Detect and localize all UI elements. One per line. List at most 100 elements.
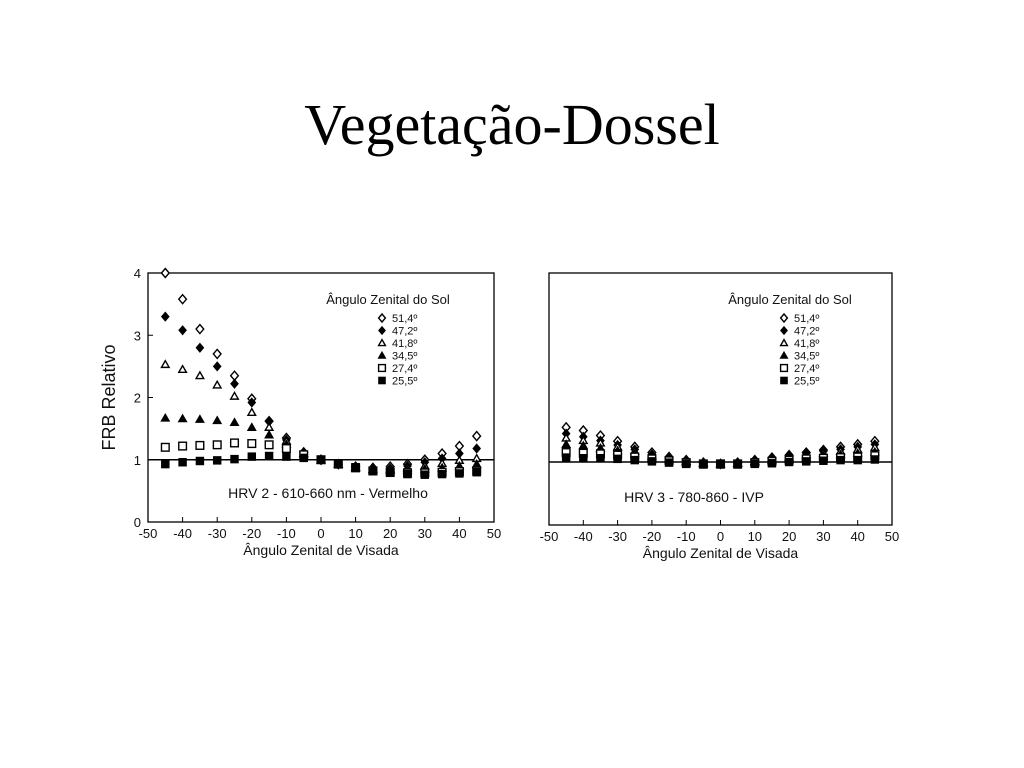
data-point-2 bbox=[230, 378, 239, 389]
data-point-6 bbox=[368, 466, 378, 476]
data-point-3 bbox=[177, 364, 188, 374]
data-point-6 bbox=[385, 468, 395, 478]
data-point-5 bbox=[247, 439, 257, 449]
data-point-4 bbox=[561, 439, 572, 448]
legend-item-label: 47,2º bbox=[392, 326, 417, 338]
x-tick-label: 30 bbox=[816, 529, 830, 544]
legend-marker bbox=[377, 338, 387, 347]
data-point-2 bbox=[178, 325, 187, 336]
data-point-6 bbox=[195, 456, 205, 466]
data-point-6 bbox=[750, 459, 760, 469]
x-axis-label: Ângulo Zenital de Visada bbox=[243, 542, 399, 558]
data-point-4 bbox=[177, 413, 188, 423]
data-point-6 bbox=[870, 455, 880, 464]
data-point-5 bbox=[229, 438, 240, 448]
data-point-5 bbox=[160, 442, 170, 452]
legend-marker bbox=[378, 376, 386, 385]
data-point-1 bbox=[195, 323, 205, 335]
data-point-6 bbox=[664, 458, 674, 467]
y-tick-label: 4 bbox=[134, 266, 141, 281]
x-tick-label: -40 bbox=[574, 529, 593, 544]
data-point-6 bbox=[647, 457, 657, 466]
data-point-6 bbox=[630, 455, 639, 465]
data-point-6 bbox=[802, 457, 811, 466]
data-point-6 bbox=[282, 452, 291, 461]
data-point-4 bbox=[194, 414, 205, 423]
legend-marker bbox=[377, 363, 387, 373]
chart-annotation: HRV 3 - 780-860 - IVP bbox=[624, 489, 764, 505]
x-tick-label: -20 bbox=[643, 529, 662, 544]
data-point-6 bbox=[455, 469, 464, 478]
x-tick-label: -10 bbox=[677, 529, 696, 544]
data-point-4 bbox=[264, 429, 275, 439]
x-tick-label: 20 bbox=[383, 526, 397, 541]
legend-item-label: 34,5º bbox=[794, 351, 819, 363]
data-point-5 bbox=[178, 441, 188, 451]
legend-marker bbox=[779, 338, 789, 347]
y-tick-label: 0 bbox=[134, 515, 141, 530]
legend-item-label: 27,4º bbox=[392, 363, 417, 375]
x-tick-label: 50 bbox=[885, 529, 899, 544]
legend-marker bbox=[780, 325, 788, 336]
data-point-5 bbox=[281, 444, 291, 454]
x-tick-label: 40 bbox=[452, 526, 466, 541]
data-point-6 bbox=[699, 460, 708, 469]
y-tick-label: 2 bbox=[134, 391, 141, 406]
legend-marker bbox=[779, 312, 789, 324]
data-point-6 bbox=[420, 470, 430, 479]
data-point-6 bbox=[334, 459, 343, 468]
x-tick-label: -30 bbox=[208, 526, 227, 541]
data-point-6 bbox=[733, 460, 742, 469]
legend-marker bbox=[377, 312, 387, 324]
data-point-6 bbox=[681, 459, 691, 469]
x-tick-label: 40 bbox=[850, 529, 864, 544]
legend-item-label: 51,4º bbox=[794, 313, 819, 325]
x-tick-label: 20 bbox=[782, 529, 796, 544]
legend-item-label: 51,4º bbox=[392, 313, 417, 325]
data-point-6 bbox=[178, 458, 187, 467]
data-point-6 bbox=[212, 456, 222, 465]
data-point-2 bbox=[472, 443, 482, 454]
plot-frame bbox=[548, 272, 893, 526]
data-point-6 bbox=[716, 460, 725, 469]
data-point-5 bbox=[195, 440, 205, 450]
data-point-3 bbox=[194, 370, 205, 380]
data-point-4 bbox=[246, 422, 257, 431]
data-point-6 bbox=[561, 453, 571, 462]
data-point-3 bbox=[264, 422, 275, 431]
data-point-3 bbox=[160, 359, 171, 369]
data-point-1 bbox=[160, 267, 171, 279]
legend-title: Ângulo Zenital do Sol bbox=[326, 292, 450, 307]
data-point-1 bbox=[177, 293, 188, 305]
x-axis-label: Ângulo Zenital de Visada bbox=[643, 545, 799, 561]
data-point-6 bbox=[819, 456, 828, 465]
data-point-6 bbox=[161, 459, 170, 469]
right-scatter-chart: -50 -40 -30 -20 -10 0 10 20 30 40 50 Ângulo Zenital… bbox=[540, 272, 899, 561]
data-point-4 bbox=[160, 412, 171, 422]
data-point-6 bbox=[596, 453, 605, 463]
data-point-6 bbox=[351, 462, 360, 472]
data-point-4 bbox=[212, 415, 223, 425]
data-point-6 bbox=[247, 452, 257, 461]
data-point-6 bbox=[264, 451, 274, 461]
data-point-1 bbox=[212, 348, 222, 360]
x-tick-label: -40 bbox=[173, 526, 192, 541]
data-point-6 bbox=[784, 457, 794, 467]
data-point-6 bbox=[853, 455, 862, 465]
legend-title: Ângulo Zenital do Sol bbox=[728, 292, 852, 307]
legend-marker bbox=[780, 376, 788, 385]
legend-marker bbox=[779, 363, 789, 373]
x-tick-label: -50 bbox=[139, 526, 158, 541]
data-point-2 bbox=[195, 342, 205, 353]
data-point-6 bbox=[613, 454, 622, 464]
x-tick-label: -30 bbox=[608, 529, 627, 544]
x-tick-label: 0 bbox=[317, 526, 324, 541]
data-point-6 bbox=[403, 469, 412, 479]
data-point-5 bbox=[264, 440, 274, 450]
x-tick-label: 10 bbox=[748, 529, 762, 544]
data-point-6 bbox=[230, 454, 239, 464]
data-point-5 bbox=[212, 440, 222, 450]
data-point-3 bbox=[212, 379, 223, 389]
y-tick-label: 3 bbox=[134, 328, 141, 343]
legend-item-label: 41,8º bbox=[392, 338, 417, 350]
